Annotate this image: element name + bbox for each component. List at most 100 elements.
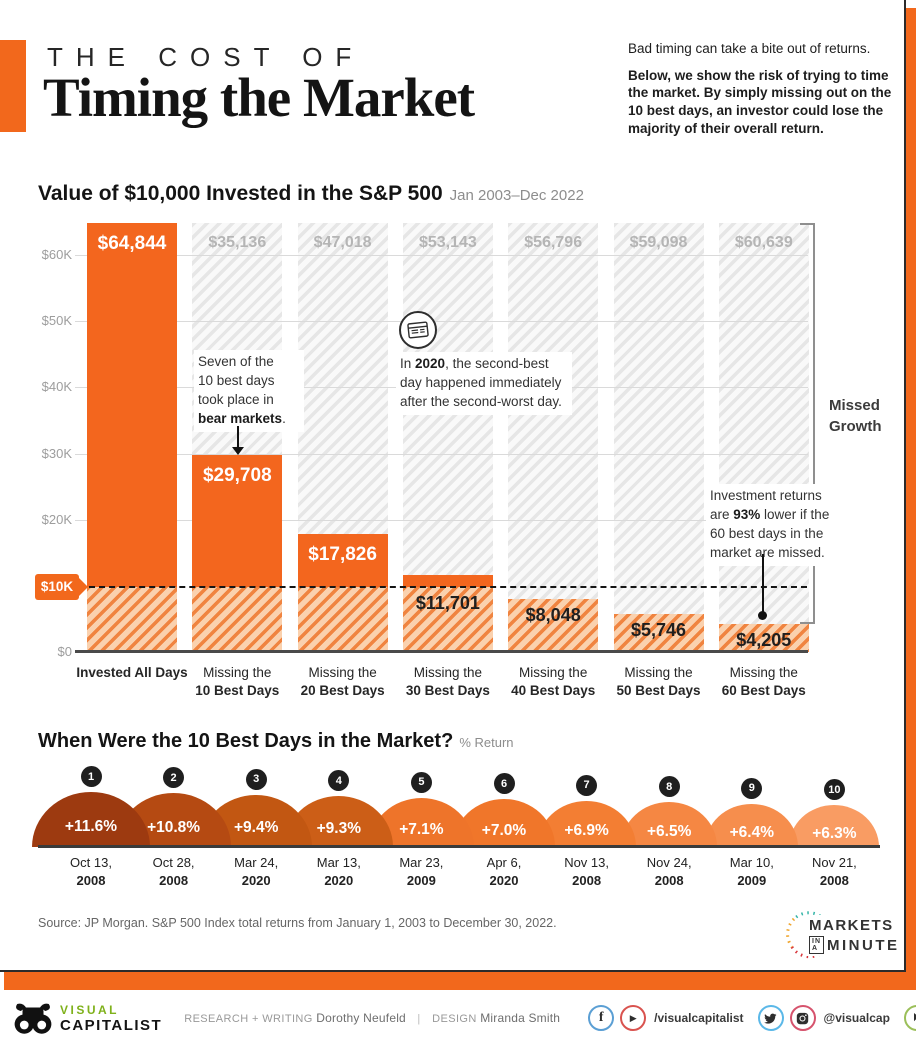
content-card: THE COST OF Timing the Market Bad timing… <box>0 0 906 972</box>
rank-badge: 2 <box>163 767 185 789</box>
gridline <box>75 255 808 257</box>
social-links: f ▶ /visualcapitalist @visualcap visualc… <box>588 1005 916 1031</box>
bar-value-label: $4,205 <box>736 630 792 651</box>
binoculars-icon <box>14 1003 52 1034</box>
rank-badge: 3 <box>245 768 267 790</box>
x-axis-category: Invested All Days <box>76 665 188 680</box>
best-days-title-text: When Were the 10 Best Days in the Market… <box>38 730 454 752</box>
return-label: +6.5% <box>646 823 692 841</box>
y-axis-tick: $30K <box>41 445 72 461</box>
bar-hatched-segment <box>718 624 809 652</box>
bar-value-label: $8,048 <box>525 604 581 625</box>
instagram-icon[interactable] <box>789 1005 816 1031</box>
rank-badge: 6 <box>493 773 515 795</box>
y-axis-tick: $40K <box>41 379 72 395</box>
best-day-date: Nov 21, 2008 <box>811 855 857 889</box>
twitter-icon[interactable] <box>757 1005 784 1031</box>
kicker: THE COST OF <box>47 42 365 72</box>
rank-badge: 8 <box>658 776 680 798</box>
annotation-text: lower if the 60 best days in the market … <box>710 506 830 560</box>
bar-hatched-segment <box>613 613 704 652</box>
bar-hatched-segment <box>192 587 283 652</box>
annotation-text: Seven of the 10 best days took place in <box>198 354 275 407</box>
return-label: +7.0% <box>481 821 527 839</box>
bar-value-label: $5,746 <box>630 619 687 640</box>
annotation-text: . <box>282 410 286 426</box>
social-handle-visualcapitalist[interactable]: /visualcapitalist <box>654 1011 744 1025</box>
bar-chart: $60K $50K $40K $30K $20K $0 $64,844 Invested Al… <box>41 223 809 699</box>
cursor-icon[interactable] <box>903 1005 916 1031</box>
bar-solid-segment <box>297 534 388 587</box>
annotation-bold: 2020 <box>415 356 446 371</box>
annotation-bear-markets: Seven of the 10 best days took place in … <box>194 350 304 432</box>
y-axis-tick: $20K <box>41 511 72 527</box>
rank-badge: 4 <box>328 770 350 792</box>
bar-hatched-segment <box>402 587 493 652</box>
credit-name-design: Miranda Smith <box>480 1011 561 1025</box>
best-day-date: Mar 10, 2009 <box>729 855 774 889</box>
return-label: +6.3% <box>812 824 857 842</box>
visual-capitalist-logo[interactable]: VISUAL CAPITALIST <box>12 1000 162 1036</box>
return-label: +7.1% <box>399 820 444 838</box>
credit-separator: | <box>417 1013 421 1025</box>
missed-growth-bracket <box>800 223 815 624</box>
footer: VISUAL CAPITALIST RESEARCH + WRITING Dor… <box>0 992 916 1044</box>
baseline-dashed-line <box>79 586 807 588</box>
best-day-date: Mar 24, 2020 <box>234 855 279 889</box>
annotation-pointer-dot <box>758 611 767 620</box>
rank-badge: 5 <box>410 771 432 793</box>
annotation-text: In <box>400 356 416 371</box>
bar-solid-segment <box>87 223 177 587</box>
credit-name-research: Dorothy Neufeld <box>316 1011 406 1025</box>
bar-hatched-segment <box>508 598 599 652</box>
best-day-date: Mar 13, 2020 <box>316 855 361 889</box>
intro-lead: Bad timing can take a bite out of return… <box>628 41 871 56</box>
gridline <box>75 321 808 323</box>
return-label: +11.6% <box>64 817 118 835</box>
x-axis-category: Missing the 20 Best Days <box>300 665 385 699</box>
annotation-text: Investment returns are <box>710 488 822 522</box>
x-axis-category: Missing the 10 Best Days <box>195 665 280 699</box>
credits: RESEARCH + WRITING Dorothy Neufeld | DES… <box>184 1011 560 1025</box>
return-label: +9.3% <box>316 820 361 838</box>
missed-growth-bar: $59,098 <box>613 223 704 614</box>
missed-growth-bar: $47,018 <box>297 223 388 535</box>
return-label: +10.8% <box>147 818 201 836</box>
page-title: Timing the Market <box>43 67 475 128</box>
visual-capitalist-wordmark: VISUAL CAPITALIST <box>60 1003 162 1034</box>
best-days-chart: 1 +11.6% Oct 13, 2008 2 +10.8% Oct 28, 2008 3 +9.… <box>32 766 880 889</box>
y-axis-tick: $50K <box>41 313 72 329</box>
intro-block: Bad timing can take a bite out of return… <box>628 40 902 138</box>
return-label: +6.9% <box>564 822 609 840</box>
gridline <box>75 519 808 521</box>
x-axis-category: Missing the 50 Best Days <box>616 665 701 699</box>
calendar-icon <box>399 311 437 349</box>
facebook-icon[interactable]: f <box>588 1005 615 1031</box>
y-axis-tick: $0 <box>57 644 72 659</box>
social-handle-visualcap[interactable]: @visualcap <box>823 1011 890 1025</box>
annotation-arrow-head <box>232 447 244 455</box>
return-label: +9.4% <box>233 819 279 837</box>
bar-value-label: $17,826 <box>308 544 377 566</box>
chart-title-text: Value of $10,000 Invested in the S&P 500 <box>38 182 443 205</box>
markets-in-a-minute-logo: MARKETS IN A MINUTE <box>784 906 903 964</box>
return-label: +6.4% <box>729 823 774 841</box>
baseline-tag: $10K <box>35 574 79 600</box>
annotation-bold: bear markets <box>198 410 283 426</box>
bar-hatched-segment <box>297 587 388 652</box>
annotation-text: , the second-best day happened immediate… <box>400 356 562 409</box>
best-days-baseline <box>38 845 880 848</box>
annotation-2020: In 2020, the second-best day happened im… <box>396 352 572 415</box>
bar-value-label: $64,844 <box>97 233 167 254</box>
best-day-date: Mar 23, 2009 <box>399 855 444 889</box>
intro-body: Below, we show the risk of trying to tim… <box>628 67 892 136</box>
bar-value-label: $29,708 <box>202 465 272 487</box>
best-days-unit: % Return <box>459 735 514 750</box>
gridline <box>75 453 808 455</box>
mim-line2: IN A <box>809 936 824 954</box>
missed-growth-value: $53,143 <box>418 234 477 251</box>
best-days-title: When Were the 10 Best Days in the Market… <box>38 730 514 753</box>
youtube-icon[interactable]: ▶ <box>620 1005 647 1031</box>
x-axis-category: Missing the 40 Best Days <box>511 665 596 699</box>
